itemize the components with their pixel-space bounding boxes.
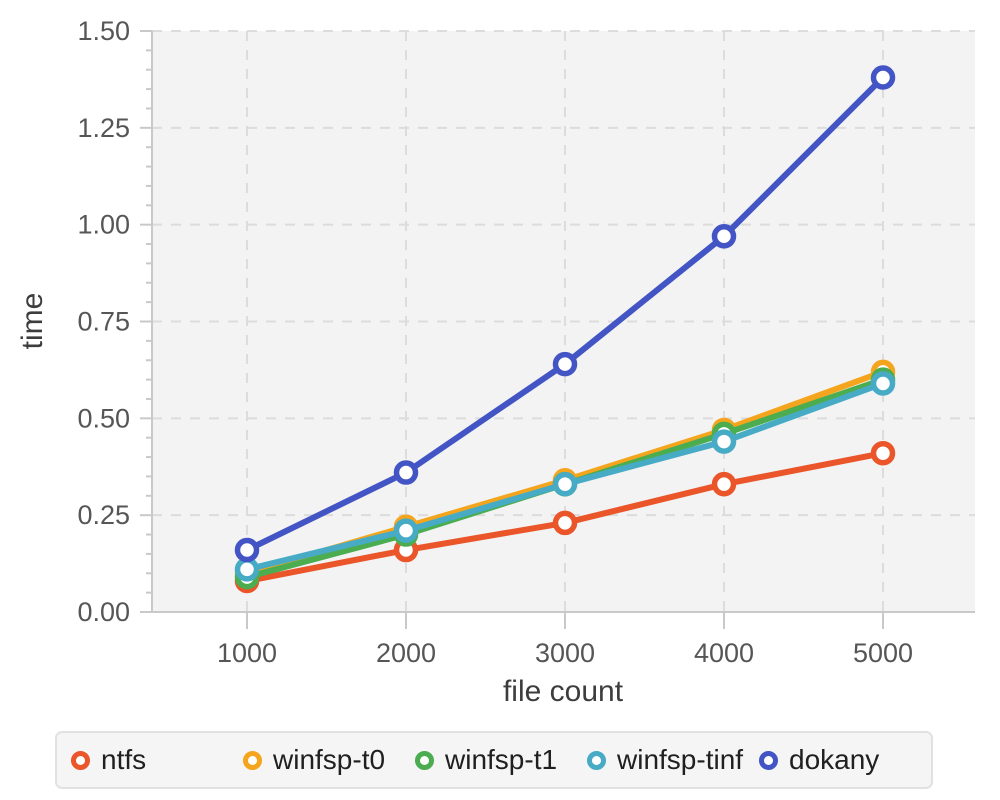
legend-marker-icon [415, 750, 434, 770]
legend-marker-icon [243, 750, 262, 770]
y-tick-label: 1.50 [77, 16, 130, 46]
legend-label: winfsp-t0 [273, 744, 386, 775]
legend-label: winfsp-tinf [617, 744, 744, 775]
legend-label: winfsp-t1 [445, 744, 558, 775]
x-tick-label: 2000 [376, 638, 436, 668]
legend-item-winfsp-t1: winfsp-t1 [415, 746, 587, 774]
marker-winfsp-tinf-3000 [552, 471, 578, 497]
marker-dokany-4000 [711, 224, 737, 249]
y-axis-title: time [16, 293, 49, 350]
y-tick-label: 1.00 [77, 210, 130, 240]
legend-marker-icon [71, 750, 90, 770]
axes: 0.00 0.25 0.50 0.75 1.00 1.25 1.50 1000 2000 3000… [77, 16, 975, 668]
legend-item-winfsp-t0: winfsp-t0 [243, 746, 415, 774]
legend-item-ntfs: ntfs [71, 746, 243, 774]
data-series [234, 65, 896, 594]
y-tick-label: 0.75 [77, 307, 130, 337]
legend-marker-icon [587, 750, 606, 770]
marker-dokany-2000 [393, 460, 419, 485]
x-tick-label: 4000 [694, 638, 754, 668]
chart-svg: 0.00 0.25 0.50 0.75 1.00 1.25 1.50 1000 2000 3000… [16, 16, 975, 708]
legend-item-dokany: dokany [759, 746, 931, 774]
marker-ntfs-3000 [552, 510, 578, 536]
legend-item-winfsp-tinf: winfsp-tinf [587, 746, 759, 774]
marker-ntfs-4000 [711, 471, 737, 497]
y-tick-label: 0.50 [77, 403, 130, 433]
marker-winfsp-tinf-4000 [711, 429, 737, 454]
legend-label: dokany [789, 744, 880, 775]
marker-winfsp-tinf-5000 [870, 371, 896, 396]
legend-label: ntfs [101, 744, 147, 775]
marker-dokany-3000 [552, 351, 578, 377]
legend-marker-icon [759, 750, 778, 770]
y-tick-label: 0.00 [77, 597, 130, 627]
x-axis-title: file count [503, 675, 624, 708]
y-tick-label: 0.25 [77, 500, 130, 530]
x-tick-label: 5000 [853, 638, 913, 668]
x-tick-label: 3000 [535, 638, 595, 668]
marker-ntfs-5000 [870, 440, 896, 466]
marker-dokany-5000 [870, 65, 896, 90]
x-tick-label: 1000 [217, 638, 277, 668]
gridlines [152, 30, 975, 612]
marker-winfsp-tinf-2000 [393, 518, 419, 543]
legend: ntfs winfsp-t0 winfsp-t1 winfsp-tinf dokany [55, 731, 933, 789]
marker-dokany-1000 [234, 537, 260, 563]
marker-winfsp-tinf-1000 [234, 557, 260, 582]
y-tick-label: 1.25 [77, 113, 130, 143]
